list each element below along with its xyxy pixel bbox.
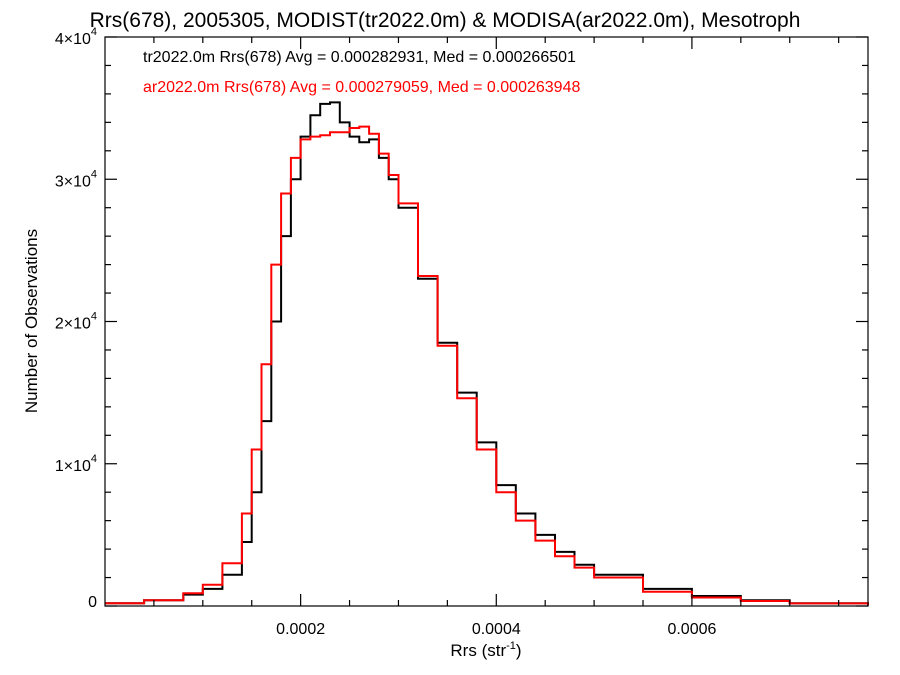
y-tick-label: 1×104 — [55, 453, 97, 475]
y-tick-label: 3×104 — [55, 168, 97, 190]
x-tick-label: 0.0006 — [667, 621, 716, 638]
y-tick-label: 4×104 — [55, 26, 97, 48]
y-tick-label: 2×104 — [55, 311, 97, 333]
series-line-1 — [105, 125, 869, 606]
x-axis-label: Rrs (str-1) — [450, 640, 521, 660]
x-axis-label-main: Rrs (str — [450, 641, 506, 660]
tick-layer: 0.0002 0.0004 0.0006 0 1×104 2×104 3×104 4×104 — [55, 26, 868, 638]
legend-entry-ar2022: ar2022.0m Rrs(678) Avg = 0.000279059, Me… — [143, 79, 580, 96]
series-line-0 — [105, 101, 869, 606]
x-axis-label-exponent: -1 — [506, 640, 516, 652]
plot-frame — [104, 36, 869, 607]
y-tick-label: 0 — [88, 594, 97, 611]
x-axis-label-suffix: ) — [516, 641, 522, 660]
legend-entry-tr2022: tr2022.0m Rrs(678) Avg = 0.000282931, Me… — [143, 49, 576, 66]
x-tick-label: 0.0002 — [276, 621, 325, 638]
y-axis-label: Number of Observations — [22, 229, 41, 413]
series-layer — [105, 101, 869, 606]
chart-title: Rrs(678), 2005305, MODIST(tr2022.0m) & M… — [90, 9, 801, 32]
x-tick-label: 0.0004 — [472, 621, 521, 638]
